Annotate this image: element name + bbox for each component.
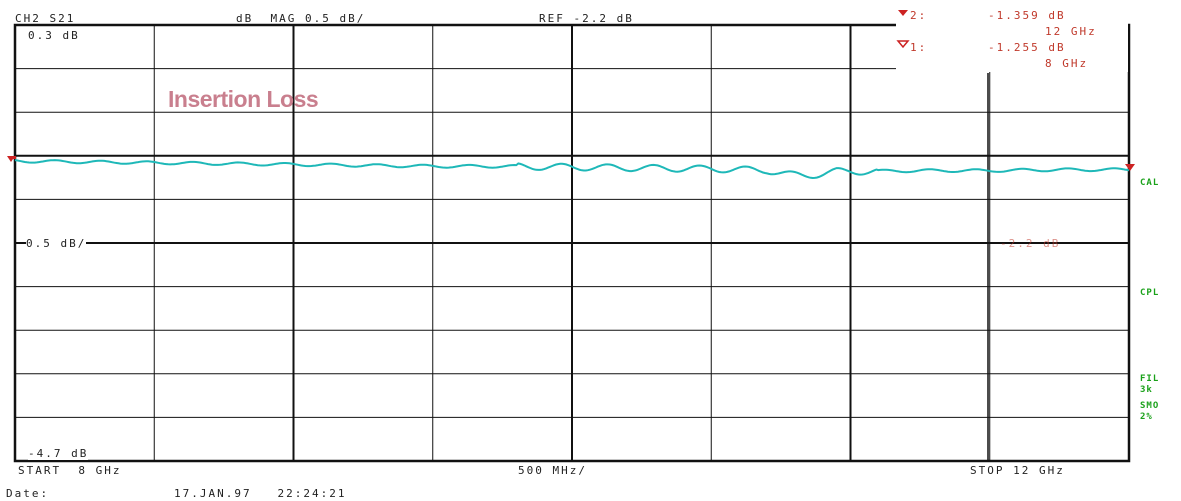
marker-1-icon [896, 40, 910, 49]
date-label: Date: [6, 487, 50, 500]
reference-tick-left [10, 156, 16, 159]
status-fil: FIL [1140, 374, 1160, 384]
format-label: dB MAG 0.5 dB/ [236, 12, 366, 25]
marker-2-arrow [1125, 164, 1135, 171]
marker-symbols [896, 10, 910, 49]
start-frequency: START 8 GHz [18, 464, 122, 477]
status-cpl: CPL [1140, 288, 1160, 298]
division-scale-label: 0.5 dB/ [26, 237, 87, 250]
marker-2-id: 2: [910, 9, 928, 22]
marker-1-id: 1: [910, 41, 928, 54]
top-scale-label: 0.3 dB [28, 29, 80, 42]
s21-trace [14, 159, 1130, 180]
date-value: 17.JAN.97 22:24:21 [174, 487, 347, 500]
insertion-loss-annotation: Insertion Loss [168, 86, 319, 112]
reference-right-label: -2.2 dB [1000, 237, 1061, 250]
span-per-division: 500 MHz/ [518, 464, 587, 477]
status-fil-value: 3k [1140, 385, 1153, 395]
marker-readout-panel [896, 10, 1128, 72]
marker-2-icon [898, 10, 908, 16]
status-smo-value: 2% [1140, 412, 1153, 422]
graticule [13, 23, 1131, 463]
status-smo: SMO [1140, 401, 1160, 411]
marker-1-freq: 8 GHz [1045, 57, 1089, 70]
status-cal: CAL [1140, 178, 1160, 188]
marker-1-value: -1.255 dB [988, 41, 1066, 54]
marker-2-value: -1.359 dB [988, 9, 1066, 22]
channel-label: CH2 S21 [15, 12, 76, 25]
bottom-scale-label: -4.7 dB [28, 447, 89, 460]
reference-label: REF -2.2 dB [539, 12, 634, 25]
stop-frequency: STOP 12 GHz [970, 464, 1065, 477]
marker-2-freq: 12 GHz [1045, 25, 1097, 38]
